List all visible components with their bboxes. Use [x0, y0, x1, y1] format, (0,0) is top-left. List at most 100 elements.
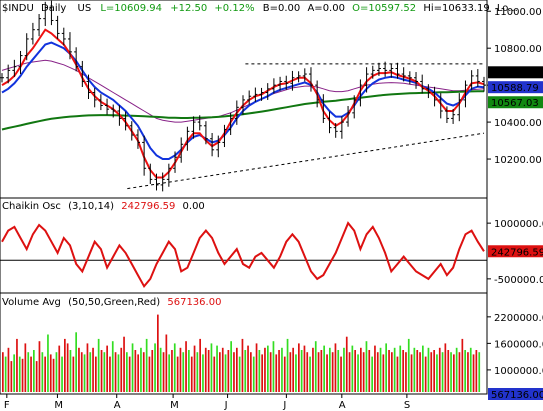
volume-bar [207, 350, 210, 392]
volume-bar [7, 347, 10, 392]
volume-bar [162, 352, 165, 392]
volume-bar [80, 352, 83, 392]
price-bar [191, 116, 196, 139]
volume-bar [402, 350, 404, 392]
volume-bar [123, 336, 125, 392]
open-value: O=10597.52 [352, 3, 416, 14]
volume-bar [258, 350, 261, 392]
volume-bar [329, 347, 331, 392]
volume-bar [55, 352, 58, 392]
price-bar [414, 72, 419, 89]
volume-bar [410, 354, 413, 392]
volume-bar [89, 352, 92, 392]
volume-bar [292, 347, 294, 392]
x-tick-label: A [339, 400, 346, 411]
volume-bar [120, 347, 123, 392]
volume-bar [455, 347, 458, 392]
volume-bar [16, 338, 18, 392]
volume-bar [247, 345, 249, 392]
price-bar [290, 70, 295, 91]
volume-bar [275, 354, 278, 392]
volume-bar [173, 343, 176, 392]
price-bar [247, 90, 252, 105]
volume-params: (50,50,Green,Red) [68, 297, 160, 308]
volume-bar [351, 345, 354, 392]
volume-bar [458, 352, 461, 392]
volume-bar [450, 352, 452, 392]
price-bar [18, 50, 23, 75]
volume-bar [145, 338, 148, 392]
volume-bar [137, 354, 139, 392]
volume-bar [393, 347, 396, 392]
volume-bar [334, 343, 337, 392]
volume-bar [345, 336, 348, 392]
price-bar [315, 80, 320, 108]
volume-bar [326, 354, 328, 392]
volume-bar [289, 352, 292, 392]
price-bar [185, 126, 190, 151]
volume-bar [261, 354, 263, 392]
support-line [127, 132, 485, 190]
volume-bar [405, 352, 407, 392]
price-bar [321, 94, 326, 124]
volume-bar [376, 352, 379, 392]
chaikin-value: 242796.59 [121, 201, 175, 212]
volume-bar [337, 350, 340, 392]
price-bar [383, 61, 388, 77]
volume-bar [413, 347, 416, 392]
price-tick-label: 10800.00 [494, 44, 542, 55]
volume-bar [176, 356, 179, 392]
price-bar [271, 78, 276, 94]
price-bar [92, 87, 97, 108]
volume-bar [4, 356, 7, 392]
price-bar [179, 137, 184, 163]
chaikin-label: Chaikin Osc [2, 201, 61, 212]
volume-bar [179, 347, 182, 392]
volume-bar [286, 338, 289, 392]
volume-bar [196, 352, 199, 392]
volume-bar [142, 352, 145, 392]
volume-bar [182, 352, 185, 392]
volume-bar [109, 356, 111, 392]
svg-text:10609.78: 10609.78 [491, 68, 539, 79]
volume-bar [69, 350, 72, 392]
high-value: Hi=10633.19 [423, 3, 489, 14]
price-bar [222, 124, 227, 148]
price-bar [0, 73, 4, 83]
volume-bar [165, 334, 168, 392]
volume-bar [18, 356, 21, 392]
volume-bar [157, 314, 159, 392]
price-tick-label: 10200.00 [494, 155, 542, 166]
volume-bar [422, 345, 424, 392]
price-bar [444, 106, 449, 124]
price-bar [111, 104, 116, 118]
volume-bar [464, 350, 466, 392]
period: Daily [41, 3, 66, 14]
volume-bar [382, 354, 385, 392]
price-bar [197, 115, 202, 131]
volume-bar [314, 341, 317, 392]
price-bar [407, 71, 412, 85]
price-bar [123, 111, 128, 131]
price-tag: 10567.03 [488, 96, 543, 109]
price-tick-label: 11000.00 [494, 7, 542, 18]
price-bar [333, 123, 338, 138]
volume-bar [78, 347, 80, 392]
volume-bar [227, 350, 230, 392]
volume-bar [140, 347, 142, 392]
price-bar [469, 70, 474, 90]
chaikin-line [1, 221, 485, 289]
price-header: $INDU Daily US L=10609.94 +12.50 +0.12% … [2, 3, 518, 14]
volume-bar [52, 358, 55, 392]
x-tick-label: J [282, 400, 286, 411]
change-value: +12.50 [170, 3, 207, 14]
volume-bar [255, 343, 258, 392]
volume-bar [264, 347, 266, 392]
volume-bar [128, 356, 131, 392]
volume-bar [300, 350, 303, 392]
volume-bar [47, 334, 49, 392]
volume-bar [61, 356, 63, 392]
price-bar [241, 95, 245, 115]
volume-bar [66, 343, 69, 392]
price-bar [142, 135, 147, 176]
